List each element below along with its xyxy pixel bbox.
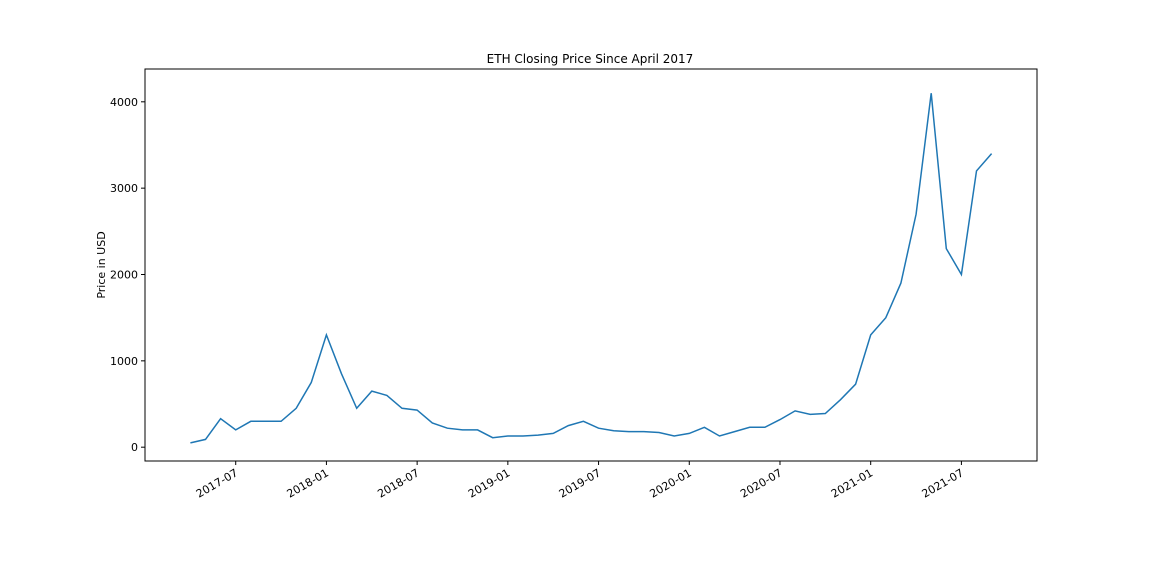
y-tick-label: 1000	[110, 355, 138, 368]
line-series	[190, 93, 993, 444]
y-tick-label: 0	[131, 441, 138, 454]
chart-title: ETH Closing Price Since April 2017	[487, 52, 694, 66]
y-tick-label: 4000	[110, 96, 138, 109]
y-axis-label: Price in USD	[95, 231, 108, 298]
y-tick-label: 2000	[110, 268, 138, 281]
plot-frame	[144, 68, 1038, 462]
y-tick-label: 3000	[110, 182, 138, 195]
